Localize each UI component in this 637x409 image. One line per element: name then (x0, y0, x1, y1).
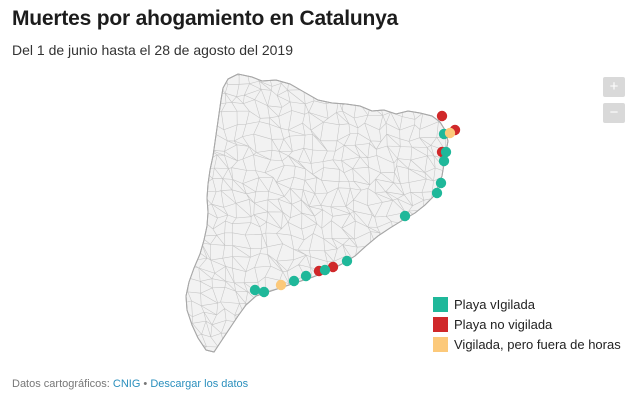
marker-vigilada[interactable] (319, 264, 331, 276)
marker-vigilada[interactable] (300, 270, 312, 282)
legend-swatch-vigilada (433, 296, 448, 312)
marker-no-vigilada[interactable] (436, 110, 448, 122)
footer-separator: • (140, 378, 151, 390)
map-title: Muertes por ahogamiento en Catalunya (12, 7, 399, 30)
download-data-link[interactable]: Descargar los datos (150, 378, 249, 390)
footer-prefix: Datos cartográficos: (12, 378, 113, 390)
marker-vigilada[interactable] (258, 286, 270, 298)
legend-label: Playa vIgilada (454, 296, 535, 312)
marker-vigilada[interactable] (249, 284, 261, 296)
marker-vigilada[interactable] (435, 177, 447, 189)
drowning-markers (249, 110, 461, 298)
legend-label: Vigilada, pero fuera de horas (454, 336, 621, 352)
zoom-in-button[interactable]: + (603, 77, 625, 97)
legend-label: Playa no vigilada (454, 316, 553, 332)
marker-vigilada[interactable] (440, 146, 452, 158)
zoom-out-button[interactable]: − (603, 103, 625, 123)
marker-fuera-horas[interactable] (444, 127, 456, 139)
legend-swatch-no-vigilada (433, 316, 448, 332)
legend-item-vigilada: Playa vIgilada (433, 294, 621, 314)
map-subtitle: Del 1 de junio hasta el 28 de agosto del… (12, 42, 293, 58)
marker-vigilada[interactable] (341, 255, 353, 267)
marker-no-vigilada[interactable] (327, 261, 339, 273)
legend: Playa vIgilada Playa no vigilada Vigilad… (433, 294, 621, 354)
footer-credits: Datos cartográficos: CNIG • Descargar lo… (12, 378, 248, 390)
cnig-link[interactable]: CNIG (112, 378, 141, 390)
marker-vigilada[interactable] (431, 187, 443, 199)
legend-item-fuera-horas: Vigilada, pero fuera de horas (433, 334, 621, 354)
marker-vigilada[interactable] (438, 155, 450, 167)
legend-swatch-fuera-horas (433, 336, 448, 352)
marker-vigilada[interactable] (399, 210, 411, 222)
marker-fuera-horas[interactable] (275, 279, 287, 291)
legend-item-no-vigilada: Playa no vigilada (433, 314, 621, 334)
marker-vigilada[interactable] (288, 275, 300, 287)
catalunya-outline (185, 73, 449, 353)
